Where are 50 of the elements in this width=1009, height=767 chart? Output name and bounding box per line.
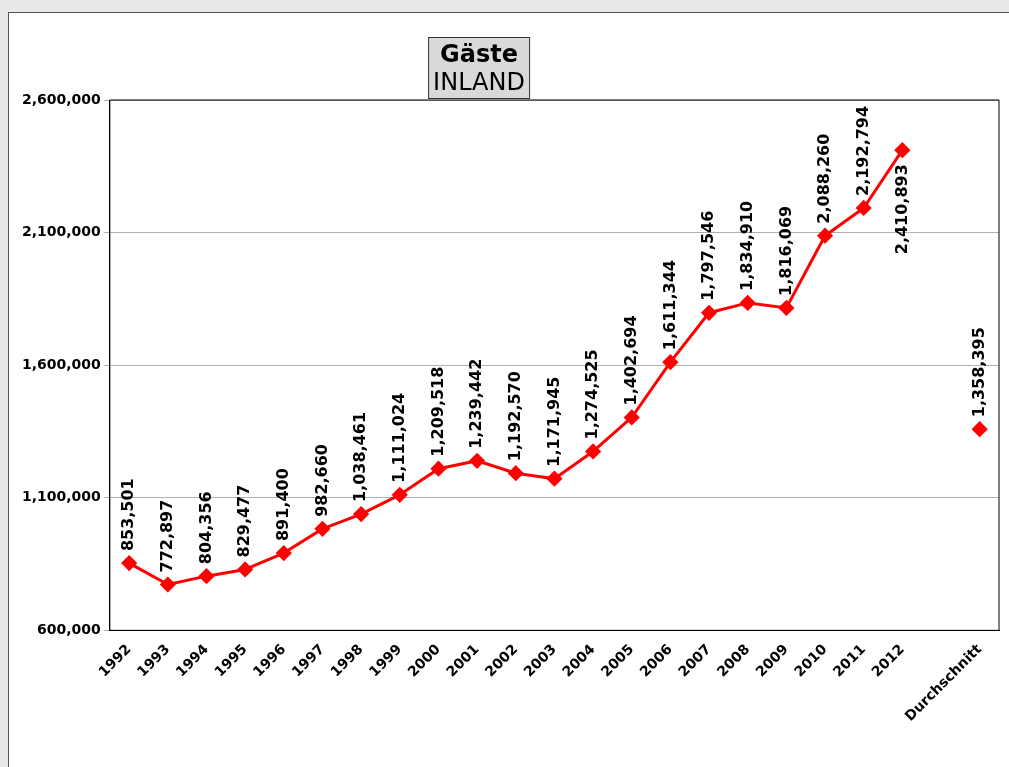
point [894, 142, 910, 158]
data-label: 1,171,945 [543, 376, 563, 467]
point [624, 409, 640, 425]
point [276, 545, 292, 561]
y-tick-label: 2,600,000 [22, 90, 102, 107]
data-label: 1,797,546 [698, 210, 718, 301]
point [662, 354, 678, 370]
data-label: 1,816,069 [775, 205, 795, 296]
data-label: 1,209,518 [427, 366, 447, 457]
data-label: 2,088,260 [814, 133, 834, 224]
point [353, 506, 369, 522]
data-label: 853,501 [118, 478, 138, 552]
data-label: 1,402,694 [620, 315, 640, 406]
data-label: 1,274,525 [582, 349, 602, 440]
point [198, 568, 214, 584]
y-tick-label: 1,100,000 [22, 488, 102, 505]
data-label: 772,897 [156, 499, 176, 573]
data-label: 1,239,442 [466, 358, 486, 449]
data-label: 1,038,461 [350, 411, 370, 503]
point [430, 461, 446, 477]
point [314, 521, 330, 537]
chart-title: Gäste [439, 40, 519, 68]
y-tick-label: 600,000 [37, 620, 102, 637]
y-tick-label: 2,100,000 [22, 223, 102, 240]
point [392, 487, 408, 503]
data-label: 1,192,570 [504, 371, 524, 462]
point [585, 443, 601, 459]
data-label: 1,611,344 [659, 260, 679, 351]
data-label: 804,356 [195, 491, 215, 565]
data-label: 1,111,024 [388, 392, 408, 483]
data-label: 2,410,893 [891, 164, 911, 255]
chart-subtitle: INLAND [433, 68, 525, 96]
point [817, 228, 833, 244]
point [778, 300, 794, 316]
point [546, 471, 562, 487]
point [701, 305, 717, 321]
point [237, 561, 253, 577]
point [121, 555, 137, 571]
data-label: 891,400 [272, 468, 292, 542]
data-label: 1,358,395 [968, 327, 988, 418]
point [740, 295, 756, 311]
point [469, 453, 485, 469]
data-label: 1,834,910 [736, 200, 756, 291]
point [508, 465, 524, 481]
data-label: 829,477 [234, 484, 254, 558]
y-tick-label: 1,600,000 [22, 355, 102, 372]
point [160, 577, 176, 592]
data-label: 982,660 [311, 444, 331, 517]
data-label: 2,192,794 [852, 105, 872, 196]
point [856, 200, 872, 216]
